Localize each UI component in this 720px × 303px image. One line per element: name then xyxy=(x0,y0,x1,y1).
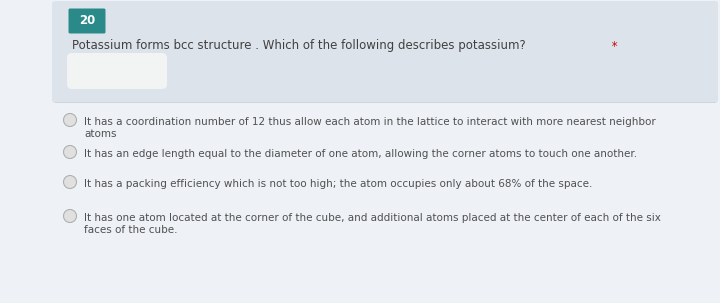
Text: *: * xyxy=(608,39,618,52)
Text: atoms: atoms xyxy=(84,129,117,139)
FancyBboxPatch shape xyxy=(67,53,167,89)
FancyBboxPatch shape xyxy=(52,1,718,103)
Text: It has a packing efficiency which is not too high; the atom occupies only about : It has a packing efficiency which is not… xyxy=(84,179,593,189)
Circle shape xyxy=(63,209,76,222)
Text: 20: 20 xyxy=(79,15,95,28)
FancyBboxPatch shape xyxy=(68,8,106,34)
Text: It has an edge length equal to the diameter of one atom, allowing the corner ato: It has an edge length equal to the diame… xyxy=(84,149,637,159)
Text: It has a coordination number of 12 thus allow each atom in the lattice to intera: It has a coordination number of 12 thus … xyxy=(84,117,656,127)
Text: Potassium forms bcc structure . Which of the following describes potassium?: Potassium forms bcc structure . Which of… xyxy=(72,39,526,52)
Circle shape xyxy=(63,175,76,188)
Circle shape xyxy=(63,114,76,126)
Text: faces of the cube.: faces of the cube. xyxy=(84,225,178,235)
Circle shape xyxy=(63,145,76,158)
Text: It has one atom located at the corner of the cube, and additional atoms placed a: It has one atom located at the corner of… xyxy=(84,213,661,223)
